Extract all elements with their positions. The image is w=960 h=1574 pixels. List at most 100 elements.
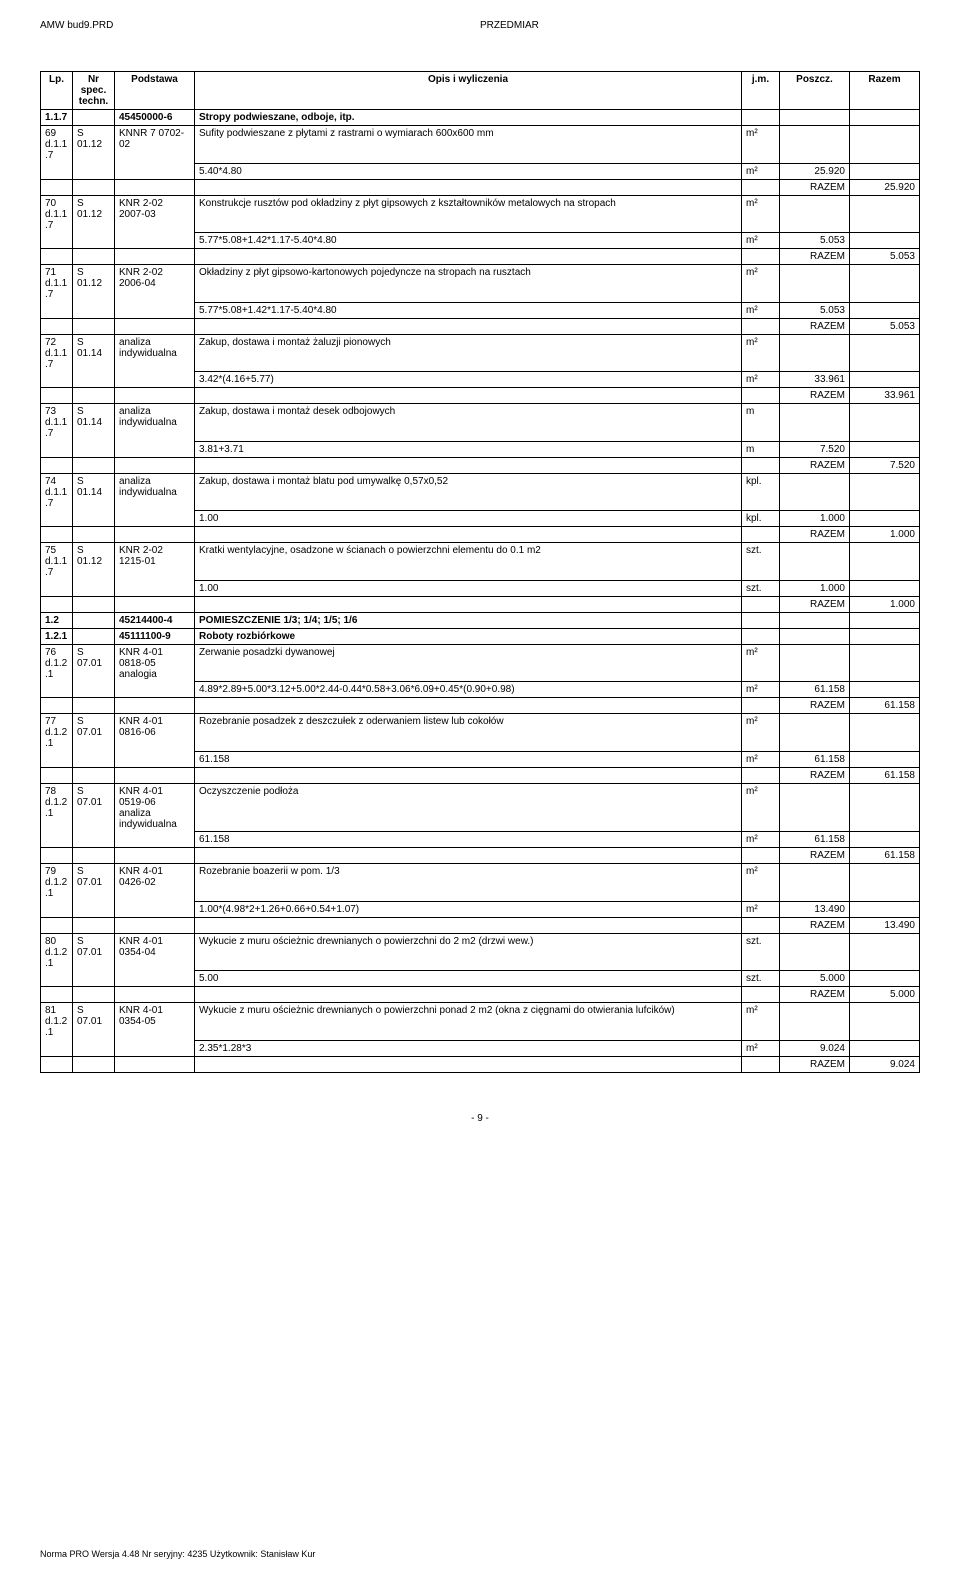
cell-nr: S 01.14 bbox=[73, 473, 115, 511]
cell-nr bbox=[73, 302, 115, 318]
cell-opis: 3.81+3.71 bbox=[195, 441, 742, 457]
cell-poszcz: 25.920 bbox=[780, 163, 850, 179]
cell-lp: 76 d.1.2.1 bbox=[41, 644, 73, 682]
cell-podstawa: 45214400-4 bbox=[115, 612, 195, 628]
cell-poszcz: 33.961 bbox=[780, 372, 850, 388]
cell-nr bbox=[73, 848, 115, 864]
cell-poszcz bbox=[780, 543, 850, 581]
cell-lp: 78 d.1.2.1 bbox=[41, 783, 73, 832]
razem-row: RAZEM5.053 bbox=[41, 318, 920, 334]
cell-razem bbox=[850, 302, 920, 318]
item-row: 70 d.1.1.7S 01.12KNR 2-02 2007-03Konstru… bbox=[41, 195, 920, 233]
cell-razem: 5.000 bbox=[850, 987, 920, 1003]
cell-opis: 1.00*(4.98*2+1.26+0.66+0.54+1.07) bbox=[195, 901, 742, 917]
section-row: 1.1.745450000-6Stropy podwieszane, odboj… bbox=[41, 110, 920, 126]
cell-jm: m² bbox=[742, 195, 780, 233]
cell-poszcz bbox=[780, 628, 850, 644]
cell-nr bbox=[73, 1056, 115, 1072]
cell-nr bbox=[73, 372, 115, 388]
cell-razem bbox=[850, 971, 920, 987]
calc-row: 1.00*(4.98*2+1.26+0.66+0.54+1.07)m²13.49… bbox=[41, 901, 920, 917]
cell-lp bbox=[41, 233, 73, 249]
col-podstawa: Podstawa bbox=[115, 72, 195, 110]
cell-lp: 74 d.1.1.7 bbox=[41, 473, 73, 511]
cell-razem-label: RAZEM bbox=[780, 457, 850, 473]
calc-row: 5.77*5.08+1.42*1.17-5.40*4.80m²5.053 bbox=[41, 233, 920, 249]
cell-razem-label: RAZEM bbox=[780, 179, 850, 195]
cell-razem bbox=[850, 126, 920, 164]
cell-lp: 73 d.1.1.7 bbox=[41, 404, 73, 442]
cell-nr bbox=[73, 388, 115, 404]
cell-nr bbox=[73, 832, 115, 848]
cell-razem bbox=[850, 195, 920, 233]
cell-opis bbox=[195, 1056, 742, 1072]
calc-row: 3.81+3.71m7.520 bbox=[41, 441, 920, 457]
cell-jm: m bbox=[742, 441, 780, 457]
cell-opis bbox=[195, 596, 742, 612]
cell-nr bbox=[73, 628, 115, 644]
cell-podstawa: KNR 2-02 1215-01 bbox=[115, 543, 195, 581]
cell-razem bbox=[850, 714, 920, 752]
cell-razem bbox=[850, 580, 920, 596]
razem-row: RAZEM5.000 bbox=[41, 987, 920, 1003]
cell-podstawa: analiza indywidualna bbox=[115, 334, 195, 372]
cell-opis: Zerwanie posadzki dywanowej bbox=[195, 644, 742, 682]
cell-lp bbox=[41, 249, 73, 265]
cell-jm: m² bbox=[742, 334, 780, 372]
cell-razem: 13.490 bbox=[850, 917, 920, 933]
cell-podstawa: analiza indywidualna bbox=[115, 473, 195, 511]
cell-nr bbox=[73, 179, 115, 195]
item-row: 74 d.1.1.7S 01.14analiza indywidualnaZak… bbox=[41, 473, 920, 511]
cell-lp bbox=[41, 457, 73, 473]
cell-opis bbox=[195, 848, 742, 864]
cell-razem-label: RAZEM bbox=[780, 596, 850, 612]
cell-podstawa: KNR 4-01 0519-06 analiza indywidualna bbox=[115, 783, 195, 832]
cell-jm: m² bbox=[742, 901, 780, 917]
cell-lp: 81 d.1.2.1 bbox=[41, 1003, 73, 1041]
cell-podstawa bbox=[115, 832, 195, 848]
cell-podstawa: KNR 4-01 0818-05 analogia bbox=[115, 644, 195, 682]
cell-opis: 4.89*2.89+5.00*3.12+5.00*2.44-0.44*0.58+… bbox=[195, 682, 742, 698]
cell-opis: Zakup, dostawa i montaż desek odbojowych bbox=[195, 404, 742, 442]
cell-nr bbox=[73, 163, 115, 179]
item-row: 79 d.1.2.1S 07.01KNR 4-01 0426-02Rozebra… bbox=[41, 864, 920, 902]
cell-lp bbox=[41, 580, 73, 596]
cell-nr: S 01.12 bbox=[73, 126, 115, 164]
cell-nr bbox=[73, 987, 115, 1003]
cell-opis bbox=[195, 987, 742, 1003]
cell-razem bbox=[850, 832, 920, 848]
cell-poszcz: 61.158 bbox=[780, 682, 850, 698]
cell-lp bbox=[41, 1056, 73, 1072]
cell-razem: 5.053 bbox=[850, 318, 920, 334]
cell-opis: 1.00 bbox=[195, 511, 742, 527]
col-opis: Opis i wyliczenia bbox=[195, 72, 742, 110]
cell-lp bbox=[41, 302, 73, 318]
col-nr: Nr spec. techn. bbox=[73, 72, 115, 110]
cell-razem bbox=[850, 783, 920, 832]
cell-razem bbox=[850, 511, 920, 527]
cell-razem: 5.053 bbox=[850, 249, 920, 265]
cell-jm: m² bbox=[742, 832, 780, 848]
cell-lp bbox=[41, 767, 73, 783]
cell-poszcz bbox=[780, 644, 850, 682]
footer-text: Norma PRO Wersja 4.48 Nr seryjny: 4235 U… bbox=[40, 1549, 315, 1559]
cell-lp bbox=[41, 388, 73, 404]
item-row: 78 d.1.2.1S 07.01KNR 4-01 0519-06 analiz… bbox=[41, 783, 920, 832]
cell-jm: m² bbox=[742, 1003, 780, 1041]
cell-lp bbox=[41, 511, 73, 527]
cell-nr bbox=[73, 698, 115, 714]
cell-jm: m² bbox=[742, 682, 780, 698]
item-row: 80 d.1.2.1S 07.01KNR 4-01 0354-04Wykucie… bbox=[41, 933, 920, 971]
cell-jm bbox=[742, 612, 780, 628]
cell-razem bbox=[850, 404, 920, 442]
cell-razem bbox=[850, 864, 920, 902]
cell-razem bbox=[850, 441, 920, 457]
cell-poszcz: 13.490 bbox=[780, 901, 850, 917]
cell-podstawa: 45111100-9 bbox=[115, 628, 195, 644]
cell-nr: S 01.12 bbox=[73, 543, 115, 581]
cell-lp bbox=[41, 318, 73, 334]
cell-nr bbox=[73, 682, 115, 698]
calc-row: 2.35*1.28*3m²9.024 bbox=[41, 1040, 920, 1056]
cell-nr: S 01.12 bbox=[73, 195, 115, 233]
cell-nr bbox=[73, 971, 115, 987]
